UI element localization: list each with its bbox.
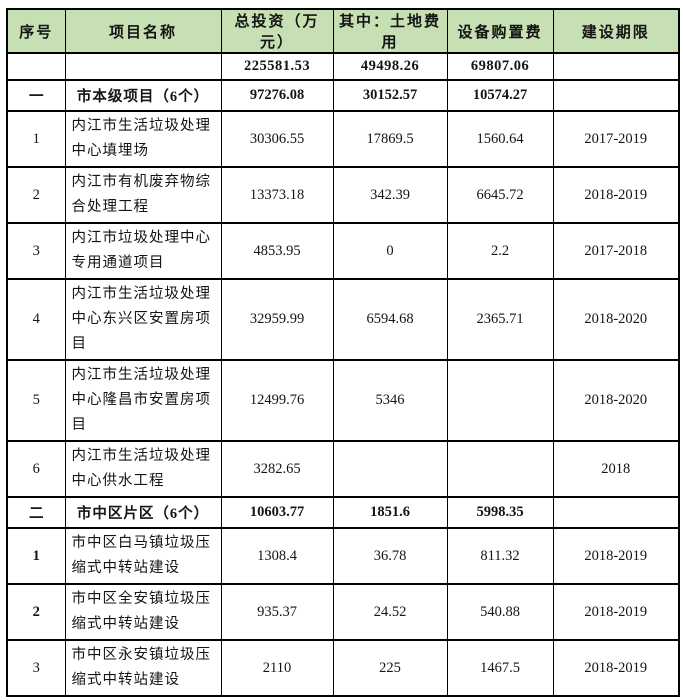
table-body: 225581.53 49498.26 69807.06 一市本级项目（6个） 97276… (6, 52, 680, 697)
cell-construction-period: 2017-2019 (552, 110, 680, 168)
cell-construction-period: 2018-2019 (552, 639, 680, 697)
cell-total-investment: 3282.65 (220, 440, 334, 498)
cell-index: 2 (6, 583, 66, 641)
cell-project-name: 内江市生活垃圾处理中心隆昌市安置房项目 (64, 359, 222, 442)
cell-land-cost (332, 440, 448, 498)
cell-equipment-cost (446, 440, 554, 498)
table-row: 5 内江市生活垃圾处理中心隆昌市安置房项目 12499.76 5346 2018-202… (6, 359, 680, 442)
cell-project-name: 内江市垃圾处理中心专用通道项目 (64, 222, 222, 280)
cell-construction-period: 2018-2019 (552, 527, 680, 585)
col-header-land-cost: 其中：土地费用 (332, 8, 448, 54)
cell-land-cost: 24.52 (332, 583, 448, 641)
cell-equipment-cost: 69807.06 (446, 52, 554, 81)
cell-project-name: 内江市生活垃圾处理中心填埋场 (64, 110, 222, 168)
section-row: 二市中区片区（6个） 10603.77 1851.6 5998.35 (6, 496, 680, 529)
cell-construction-period: 2017-2018 (552, 222, 680, 280)
cell-index: 2 (6, 166, 66, 224)
cell-project-name: 内江市生活垃圾处理中心供水工程 (64, 440, 222, 498)
cell-project-name: 市中区全安镇垃圾压缩式中转站建设 (64, 583, 222, 641)
cell-project-name: 市中区片区（6个） (64, 496, 222, 529)
cell-total-investment: 12499.76 (220, 359, 334, 442)
cell-land-cost: 0 (332, 222, 448, 280)
cell-project-name: 市中区白马镇垃圾压缩式中转站建设 (64, 527, 222, 585)
cell-index: 4 (6, 278, 66, 361)
cell-equipment-cost: 10574.27 (446, 79, 554, 112)
cell-land-cost: 225 (332, 639, 448, 697)
cell-index: 3 (6, 639, 66, 697)
cell-index: 一 (6, 79, 66, 112)
cell-equipment-cost: 2.2 (446, 222, 554, 280)
cell-equipment-cost: 1467.5 (446, 639, 554, 697)
cell-total-investment: 1308.4 (220, 527, 334, 585)
cell-land-cost: 30152.57 (332, 79, 448, 112)
cell-total-investment: 935.37 (220, 583, 334, 641)
col-header-construction-period: 建设期限 (552, 8, 680, 54)
section-row: 一市本级项目（6个） 97276.08 30152.57 10574.27 (6, 79, 680, 112)
cell-project-name: 内江市生活垃圾处理中心东兴区安置房项目 (64, 278, 222, 361)
cell-total-investment: 2110 (220, 639, 334, 697)
cell-construction-period (552, 496, 680, 529)
cell-total-investment: 4853.95 (220, 222, 334, 280)
cell-land-cost: 1851.6 (332, 496, 448, 529)
cell-total-investment: 10603.77 (220, 496, 334, 529)
cell-construction-period: 2018-2019 (552, 166, 680, 224)
table-row: 4 内江市生活垃圾处理中心东兴区安置房项目 32959.99 6594.68 2365.… (6, 278, 680, 361)
cell-project-name: 市本级项目（6个） (64, 79, 222, 112)
cell-total-investment: 97276.08 (220, 79, 334, 112)
cell-index: 二 (6, 496, 66, 529)
table-row: 2 内江市有机废弃物综合处理工程 13373.18 342.39 6645.72 2018… (6, 166, 680, 224)
table-row: 1 市中区白马镇垃圾压缩式中转站建设 1308.4 36.78 811.32 2018-2… (6, 527, 680, 585)
cell-project-name: 市中区永安镇垃圾压缩式中转站建设 (64, 639, 222, 697)
cell-equipment-cost: 6645.72 (446, 166, 554, 224)
projects-table: 序号 项目名称 总投资（万元） 其中：土地费用 设备购置费 建设期限 22558… (6, 8, 680, 697)
cell-total-investment: 32959.99 (220, 278, 334, 361)
cell-construction-period: 2018-2020 (552, 359, 680, 442)
totals-row: 225581.53 49498.26 69807.06 (6, 52, 680, 81)
cell-construction-period (552, 79, 680, 112)
table-row: 2 市中区全安镇垃圾压缩式中转站建设 935.37 24.52 540.88 2018-2… (6, 583, 680, 641)
cell-equipment-cost: 540.88 (446, 583, 554, 641)
table-row: 3 市中区永安镇垃圾压缩式中转站建设 2110 225 1467.5 2018-2019 (6, 639, 680, 697)
cell-index: 6 (6, 440, 66, 498)
table-row: 6 内江市生活垃圾处理中心供水工程 3282.65 2018 (6, 440, 680, 498)
cell-land-cost: 6594.68 (332, 278, 448, 361)
cell-index: 1 (6, 527, 66, 585)
cell-land-cost: 49498.26 (332, 52, 448, 81)
cell-index: 3 (6, 222, 66, 280)
cell-total-investment: 13373.18 (220, 166, 334, 224)
cell-land-cost: 36.78 (332, 527, 448, 585)
cell-total-investment: 225581.53 (220, 52, 334, 81)
cell-equipment-cost: 5998.35 (446, 496, 554, 529)
col-header-equipment-cost: 设备购置费 (446, 8, 554, 54)
cell-project-name (64, 52, 222, 81)
cell-equipment-cost (446, 359, 554, 442)
col-header-index: 序号 (6, 8, 66, 54)
header-row: 序号 项目名称 总投资（万元） 其中：土地费用 设备购置费 建设期限 (6, 8, 680, 54)
cell-land-cost: 342.39 (332, 166, 448, 224)
col-header-total-investment: 总投资（万元） (220, 8, 334, 54)
cell-construction-period (552, 52, 680, 81)
cell-construction-period: 2018-2019 (552, 583, 680, 641)
table-row: 1 内江市生活垃圾处理中心填埋场 30306.55 17869.5 1560.64 201… (6, 110, 680, 168)
col-header-project-name: 项目名称 (64, 8, 222, 54)
cell-land-cost: 5346 (332, 359, 448, 442)
cell-equipment-cost: 811.32 (446, 527, 554, 585)
cell-land-cost: 17869.5 (332, 110, 448, 168)
cell-construction-period: 2018 (552, 440, 680, 498)
cell-index: 5 (6, 359, 66, 442)
cell-equipment-cost: 1560.64 (446, 110, 554, 168)
cell-index (6, 52, 66, 81)
cell-project-name: 内江市有机废弃物综合处理工程 (64, 166, 222, 224)
cell-index: 1 (6, 110, 66, 168)
cell-construction-period: 2018-2020 (552, 278, 680, 361)
cell-total-investment: 30306.55 (220, 110, 334, 168)
table-row: 3 内江市垃圾处理中心专用通道项目 4853.95 0 2.2 2017-2018 (6, 222, 680, 280)
cell-equipment-cost: 2365.71 (446, 278, 554, 361)
